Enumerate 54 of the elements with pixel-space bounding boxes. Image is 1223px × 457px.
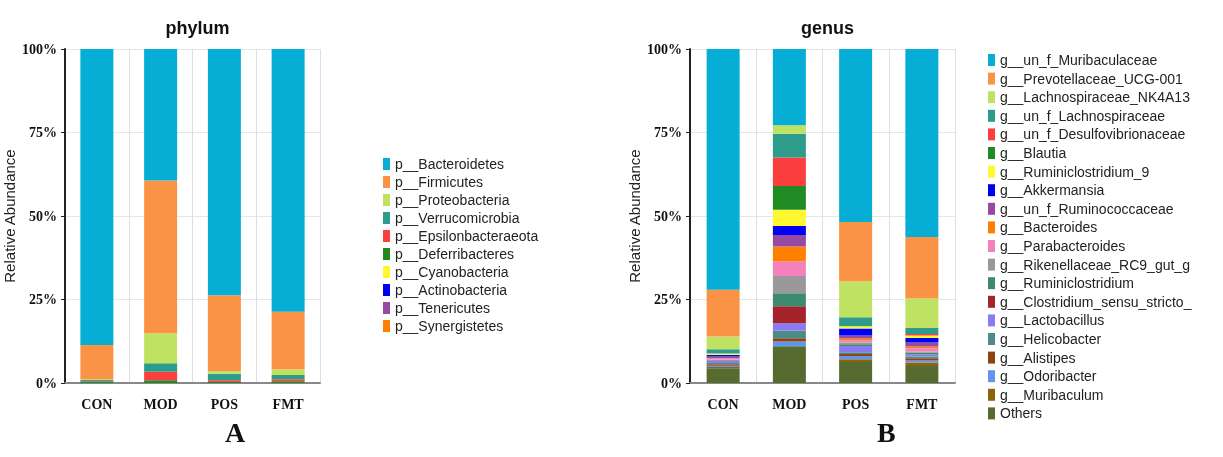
legend-label: g__Blautia (1000, 145, 1067, 161)
x-tick-label: MOD (143, 396, 178, 412)
y-tick-label: 50% (654, 208, 682, 224)
legend-label: g__un_f_Desulfovibrionaceae (1000, 126, 1186, 143)
legend-label: p__Verrucomicrobia (395, 210, 520, 226)
legend-label: p__Firmicutes (395, 174, 483, 190)
y-tick-label: 75% (29, 125, 57, 140)
legend-label: p__Cyanobacteria (395, 264, 509, 280)
chart-title: phylum (165, 18, 230, 38)
legend-label: g__Rikenellaceae_RC9_gut_g (1000, 256, 1190, 273)
legend-label: g__Odoribacter (1000, 368, 1097, 385)
legend-label: g__Lactobacillus (1000, 312, 1105, 329)
legend-label: g__Ruminiclostridium (1000, 275, 1134, 292)
legend-label: p__Synergistetes (395, 318, 504, 334)
legend-label: g__un_f_Muribaculaceae (1000, 52, 1158, 68)
legend-label: p__Proteobacteria (395, 192, 510, 208)
legend-label: p__Actinobacteria (395, 282, 508, 298)
y-axis-title: Relative Abundance (626, 149, 643, 283)
legend-label: p__Bacteroidetes (395, 156, 504, 172)
y-tick-label: 75% (654, 125, 682, 140)
y-tick-label: 25% (29, 292, 57, 307)
legend-label: Others (1000, 405, 1043, 422)
legend-label: g__Lachnospiraceae_NK4A13 (1000, 89, 1191, 106)
y-tick-label: 50% (29, 208, 57, 224)
text: A (225, 416, 246, 448)
x-tick-label: FMT (272, 396, 305, 412)
legend-label: g__Parabacteroides (1000, 238, 1126, 254)
x-tick-label: MOD (772, 396, 807, 412)
legend-label: g__Alistipes (1000, 349, 1076, 366)
legend-label: g__Prevotellaceae_UCG-001 (1000, 70, 1184, 87)
legend-label: g__Helicobacter (1000, 331, 1102, 347)
legend-label: g__un_f_Lachnospiraceae (1000, 107, 1166, 124)
legend-label: p__Epsilonbacteraeota (395, 228, 539, 244)
x-tick-label: CON (81, 396, 113, 412)
text: B (877, 416, 896, 448)
legend-label: g__Ruminiclostridium_9 (1000, 163, 1150, 180)
legend-label: g__un_f_Ruminococcaceae (1000, 200, 1174, 217)
x-tick-label: CON (707, 396, 739, 412)
legend-label: g__Akkermansia (1000, 182, 1105, 199)
y-axis-title: Relative Abundance (1, 149, 18, 283)
chart-title: genus (800, 18, 855, 38)
x-tick-label: POS (210, 396, 239, 412)
legend-label: g__Clostridium_sensu_stricto_ (1000, 293, 1192, 310)
y-tick-label: 0% (661, 375, 682, 391)
y-tick-label: 100% (647, 41, 682, 57)
legend-label: g__Muribaculum (1000, 386, 1104, 403)
legend-label: p__Tenericutes (395, 300, 490, 316)
y-tick-label: 25% (654, 292, 682, 307)
y-tick-label: 100% (22, 41, 57, 57)
legend-label: g__Bacteroides (1000, 219, 1098, 236)
legend-label: p__Deferribacteres (395, 246, 515, 262)
x-tick-label: POS (842, 396, 870, 412)
y-tick-label: 0% (36, 375, 57, 391)
x-tick-label: FMT (906, 396, 939, 412)
